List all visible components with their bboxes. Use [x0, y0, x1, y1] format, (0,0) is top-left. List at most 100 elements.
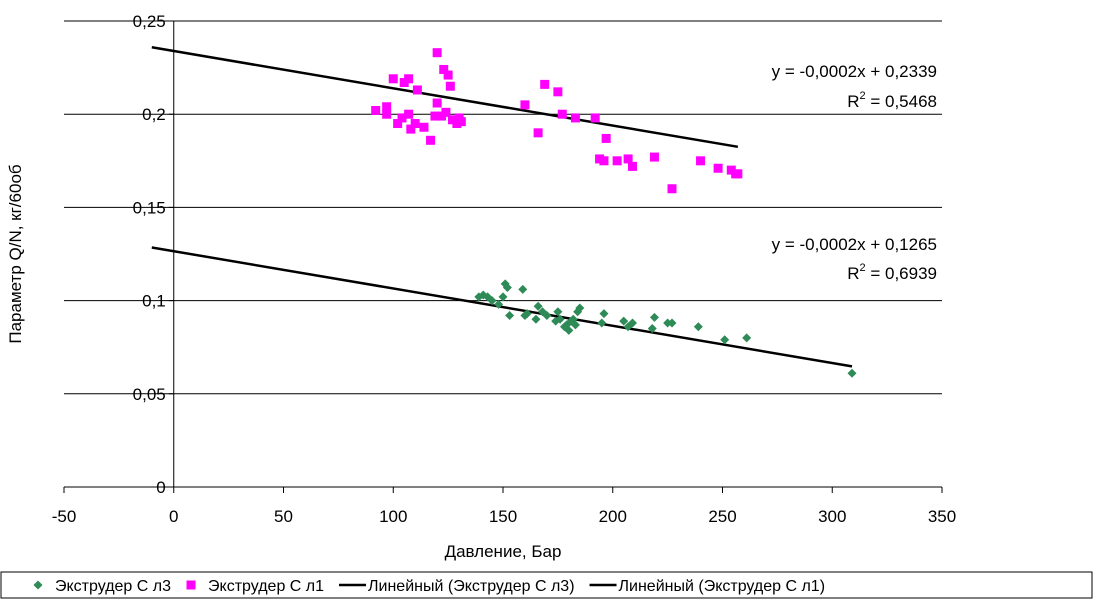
data-point	[419, 122, 429, 132]
data-point	[533, 301, 543, 311]
data-point	[733, 169, 743, 179]
trendline-equation-l3: y = -0,0002x + 0,1265	[772, 235, 937, 254]
data-point	[445, 81, 455, 91]
trendlines	[151, 46, 853, 368]
data-point	[432, 98, 442, 108]
data-point	[597, 318, 607, 328]
data-point	[647, 324, 657, 334]
x-tick-label: 250	[708, 507, 736, 526]
x-tick-label: 100	[379, 507, 407, 526]
data-point	[667, 318, 677, 328]
data-point	[590, 113, 600, 123]
data-point	[612, 156, 622, 166]
x-tick-label: 200	[599, 507, 627, 526]
data-point	[430, 111, 440, 121]
data-point	[531, 314, 541, 324]
data-point	[432, 48, 442, 58]
r2-exponent: 2	[860, 262, 866, 274]
trendline-r2-l3: R2 = 0,6939	[847, 262, 937, 283]
data-point	[533, 128, 543, 138]
data-point	[649, 312, 659, 322]
data-point	[404, 74, 414, 84]
r2-value: = 0,5468	[866, 92, 937, 111]
legend-box	[0, 571, 1093, 599]
data-point	[553, 87, 563, 97]
data-point	[649, 152, 659, 162]
data-point	[623, 154, 633, 164]
x-tick-label: 150	[489, 507, 517, 526]
data-point	[371, 105, 381, 115]
legend-square-icon	[186, 580, 196, 590]
data-point	[601, 133, 611, 143]
data-point	[575, 303, 585, 313]
legend-label: Экструдер С л3	[55, 578, 171, 595]
data-point	[505, 311, 515, 321]
data-point	[720, 335, 730, 345]
y-tick-label: 0,1	[142, 292, 166, 311]
data-points	[371, 48, 857, 378]
legend: Экструдер С л3 Экструдер С л1 Линейный (Эк…	[0, 571, 1093, 599]
data-point	[570, 113, 580, 123]
data-point	[443, 70, 453, 80]
data-point	[619, 316, 629, 326]
x-tick-label: 300	[818, 507, 846, 526]
x-tick-label: 350	[928, 507, 956, 526]
data-point	[426, 135, 436, 145]
data-point	[393, 119, 403, 129]
legend-label: Экструдер С л1	[208, 578, 324, 595]
data-point	[406, 124, 416, 134]
data-point	[542, 311, 552, 321]
trendline	[151, 46, 739, 149]
data-point	[397, 113, 407, 123]
data-point	[628, 318, 638, 328]
data-point	[599, 309, 609, 319]
legend-label: Линейный (Экструдер С л3)	[368, 578, 575, 595]
data-point	[382, 109, 392, 119]
data-point	[520, 100, 530, 110]
data-point	[410, 119, 420, 129]
y-tick-label: 0,25	[133, 12, 166, 31]
x-tick-label: 50	[274, 507, 293, 526]
data-point	[667, 184, 677, 194]
data-point	[404, 109, 414, 119]
legend-label: Линейный (Экструдер С л1)	[619, 578, 826, 595]
data-point	[696, 156, 706, 166]
data-point	[557, 109, 567, 119]
trendline-r2-l1: R2 = 0,5468	[847, 90, 937, 111]
x-axis-title: Давление, Бар	[445, 542, 562, 561]
y-tick-label: 0	[156, 478, 165, 497]
axes: 0 0,05 0,1 0,15 0,2 0,25 -50 0 50 100 150 200 250 300…	[52, 12, 956, 526]
r2-prefix: R	[847, 264, 859, 283]
data-point	[570, 320, 580, 330]
legend-diamond-icon	[33, 580, 43, 590]
data-point	[693, 322, 703, 332]
data-point	[522, 309, 532, 319]
x-tick-label: 0	[169, 507, 178, 526]
data-point	[456, 117, 466, 127]
data-point	[412, 85, 422, 95]
data-point	[494, 299, 504, 309]
data-point	[487, 296, 497, 306]
r2-value: = 0,6939	[866, 264, 937, 283]
data-point	[713, 163, 723, 173]
data-point	[628, 161, 638, 171]
trendline-equation-l1: y = -0,0002x + 0,2339	[772, 62, 937, 81]
data-point	[555, 314, 565, 324]
y-tick-label: 0,05	[133, 385, 166, 404]
r2-prefix: R	[847, 92, 859, 111]
data-point	[388, 74, 398, 84]
y-tick-label: 0,2	[142, 105, 166, 124]
trendline	[151, 246, 853, 368]
data-point	[599, 156, 609, 166]
data-point	[742, 333, 752, 343]
data-point	[441, 107, 451, 117]
x-tick-label: -50	[52, 507, 77, 526]
data-point	[498, 292, 508, 302]
data-point	[553, 307, 563, 317]
data-point	[518, 284, 528, 294]
data-point	[382, 102, 392, 112]
data-point	[540, 79, 550, 89]
y-axis-title: Параметр Q/N, кг/60об	[6, 164, 25, 344]
